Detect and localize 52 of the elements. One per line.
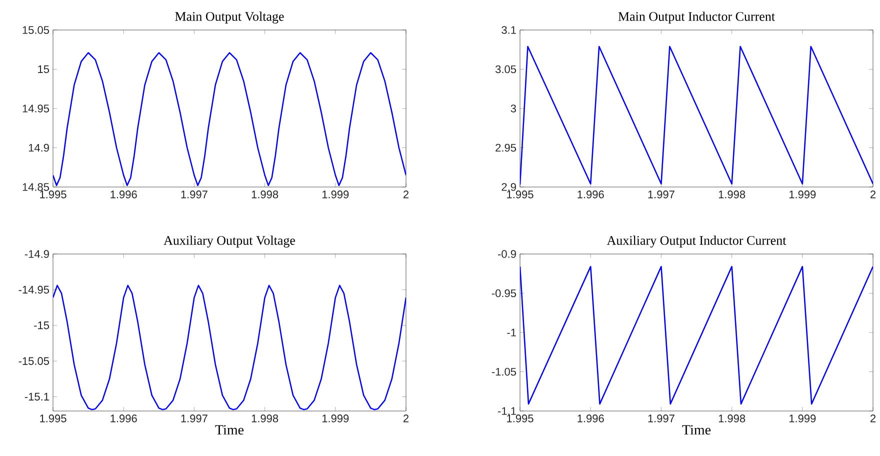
y-tick-label: 14.85 bbox=[22, 183, 50, 191]
y-tick-label: 3.05 bbox=[496, 65, 516, 74]
x-tick-label: 2 bbox=[403, 190, 408, 198]
y-tick-label: -0.95 bbox=[492, 289, 516, 298]
x-tick-label: 1.999 bbox=[789, 414, 816, 422]
x-tick-label: 1.999 bbox=[789, 190, 816, 198]
x-tick-label: 1.999 bbox=[322, 190, 349, 198]
y-tick-label: 2.9 bbox=[502, 183, 516, 191]
x-tick-label: 1.999 bbox=[322, 414, 349, 422]
y-tick-label: 14.9 bbox=[28, 144, 49, 152]
y-tick-label: 3 bbox=[510, 104, 516, 112]
line-series bbox=[53, 52, 406, 186]
y-tick-label: -14.9 bbox=[24, 250, 49, 258]
x-tick-label: 1.995 bbox=[507, 414, 534, 422]
y-tick-label: -15 bbox=[34, 322, 50, 330]
y-tick-label: -15.1 bbox=[24, 392, 49, 401]
x-tick-label: 1.995 bbox=[40, 414, 66, 422]
y-tick-label: 2.95 bbox=[496, 144, 516, 152]
y-tick-label: -1 bbox=[507, 328, 516, 336]
y-tick-label: -0.9 bbox=[498, 250, 516, 258]
x-axis-title: Time bbox=[682, 425, 711, 435]
x-tick-label: 1.996 bbox=[110, 414, 137, 422]
y-tick-label: 15.05 bbox=[22, 26, 50, 34]
y-tick-label: 15 bbox=[38, 65, 50, 74]
y-tick-label: -15.05 bbox=[18, 357, 50, 365]
x-tick-label: 1.997 bbox=[648, 414, 674, 422]
x-tick-label: 1.996 bbox=[578, 190, 604, 198]
y-tick-label: 3.1 bbox=[502, 26, 516, 34]
x-tick-label: 1.998 bbox=[252, 190, 278, 198]
x-tick-label: 1.997 bbox=[648, 190, 674, 198]
x-tick-label: 1.996 bbox=[578, 414, 604, 422]
y-tick-label: 14.95 bbox=[22, 104, 50, 112]
chart-title: Auxiliary Output Inductor Current bbox=[606, 236, 786, 248]
x-tick-label: 2 bbox=[870, 414, 876, 422]
x-tick-label: 2 bbox=[403, 414, 408, 422]
x-axis-title: Time bbox=[215, 425, 244, 435]
x-tick-label: 2 bbox=[870, 190, 876, 198]
chart-title: Main Output Voltage bbox=[175, 12, 284, 24]
x-tick-label: 1.998 bbox=[718, 190, 746, 198]
x-tick-label: 1.995 bbox=[40, 190, 66, 198]
x-tick-label: 1.997 bbox=[181, 190, 208, 198]
x-tick-label: 1.997 bbox=[181, 414, 208, 422]
y-tick-label: -1.1 bbox=[498, 407, 516, 415]
y-tick-label: -14.95 bbox=[18, 286, 50, 294]
x-tick-label: 1.996 bbox=[110, 190, 137, 198]
chart-title: Auxiliary Output Voltage bbox=[164, 236, 296, 248]
line-series bbox=[53, 284, 406, 410]
x-tick-label: 1.995 bbox=[507, 190, 534, 198]
y-tick-label: -1.05 bbox=[492, 368, 516, 376]
x-tick-label: 1.998 bbox=[252, 414, 278, 422]
chart-title: Main Output Inductor Current bbox=[618, 12, 775, 24]
x-tick-label: 1.998 bbox=[718, 414, 746, 422]
